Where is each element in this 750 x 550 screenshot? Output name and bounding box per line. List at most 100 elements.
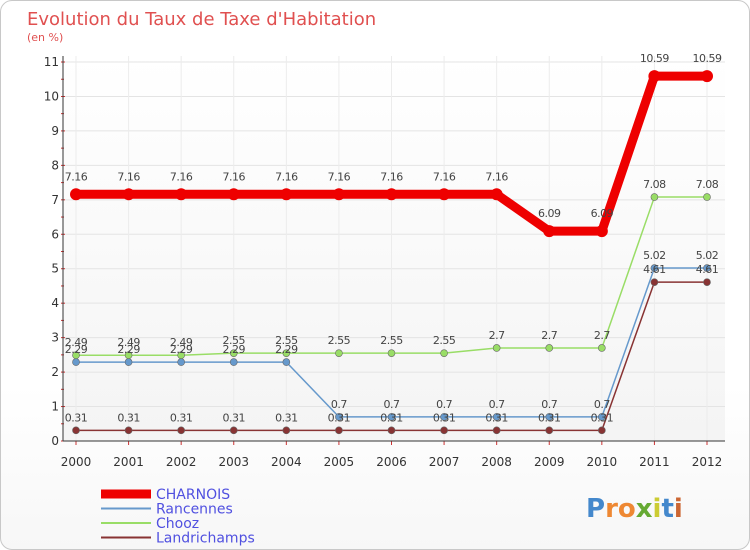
- data-label: 2.29: [223, 343, 246, 356]
- plot-area: [63, 56, 725, 441]
- data-label: 0.7: [436, 398, 452, 411]
- data-label: 10.59: [693, 52, 722, 65]
- data-label: 6.09: [591, 207, 614, 220]
- data-label: 0.31: [485, 411, 508, 424]
- x-tick-label: 2003: [218, 455, 249, 469]
- data-label: 2.7: [594, 329, 610, 342]
- data-point: [650, 193, 659, 201]
- data-label: 0.7: [331, 398, 347, 411]
- brand-letter: r: [605, 494, 618, 524]
- brand-letter: x: [636, 494, 653, 524]
- data-label: 2.55: [328, 334, 351, 347]
- data-point: [387, 426, 396, 435]
- data-point: [335, 426, 343, 435]
- y-tick-label: 6: [51, 227, 59, 241]
- brand-letter: o: [618, 494, 636, 524]
- data-point: [650, 278, 659, 286]
- x-tick-label: 2005: [324, 455, 355, 469]
- data-point: [72, 351, 80, 360]
- data-point: [492, 413, 501, 421]
- brand-logo: Proxiti: [586, 494, 683, 524]
- data-label: 7.08: [643, 178, 666, 191]
- data-point: [545, 413, 554, 421]
- data-label: 7.16: [65, 170, 88, 183]
- y-tick-label: 0: [51, 434, 59, 448]
- x-tick-label: 2000: [61, 455, 92, 469]
- data-point: [703, 264, 711, 272]
- series-group: [70, 70, 713, 435]
- data-label: 7.16: [328, 170, 351, 183]
- legend-label: CHARNOIS: [156, 487, 230, 503]
- data-point: [438, 188, 451, 201]
- data-point: [703, 278, 711, 286]
- data-label: 7.16: [223, 170, 246, 183]
- data-label: 0.31: [328, 411, 351, 424]
- data-point: [72, 426, 80, 435]
- x-tick-label: 2007: [429, 455, 460, 469]
- data-point: [595, 225, 608, 238]
- legend-label: Rancennes: [156, 502, 233, 518]
- chart-title: Evolution du Taux de Taxe d'Habitation: [27, 9, 376, 30]
- data-label: 0.31: [170, 411, 193, 424]
- x-tick-label: 2010: [587, 455, 618, 469]
- data-label: 7.16: [170, 170, 193, 183]
- data-point: [124, 358, 133, 366]
- data-point: [229, 349, 238, 357]
- data-point: [177, 358, 185, 366]
- data-point: [229, 358, 238, 366]
- data-point: [648, 70, 661, 83]
- data-point: [385, 188, 398, 201]
- data-point: [332, 188, 345, 201]
- brand-letter: P: [586, 494, 605, 524]
- data-label: 7.16: [117, 170, 140, 183]
- data-label: 4.61: [696, 263, 719, 276]
- data-label: 0.31: [65, 411, 88, 424]
- data-label: 7.08: [696, 178, 719, 191]
- data-point: [122, 188, 135, 201]
- y-tick-label: 1: [51, 400, 59, 414]
- x-tick-label: 2009: [534, 455, 565, 469]
- data-point: [229, 426, 238, 435]
- y-tick-label: 2: [51, 365, 59, 379]
- data-label: 2.49: [65, 336, 88, 349]
- data-point: [650, 264, 659, 272]
- x-tick-label: 2011: [639, 455, 670, 469]
- data-label: 2.29: [275, 343, 298, 356]
- data-label: 0.31: [538, 411, 561, 424]
- data-point: [440, 349, 448, 357]
- brand-text: Proxiti: [586, 494, 683, 524]
- data-label: 0.7: [489, 398, 505, 411]
- x-tick-label: 2001: [113, 455, 144, 469]
- y-tick-label: 11: [44, 55, 59, 69]
- data-label: 0.31: [223, 411, 246, 424]
- data-point: [124, 426, 133, 435]
- y-tick-label: 9: [51, 124, 59, 138]
- data-label: 2.49: [170, 336, 193, 349]
- brand-letter: t: [661, 494, 673, 524]
- data-point: [282, 358, 291, 366]
- data-point: [490, 188, 503, 201]
- x-tick-label: 2006: [376, 455, 407, 469]
- brand-letter: i: [653, 494, 662, 524]
- data-label: 0.31: [433, 411, 456, 424]
- y-tick-label: 10: [44, 89, 59, 103]
- x-tick-label: 2004: [271, 455, 302, 469]
- data-label: 0.31: [275, 411, 298, 424]
- data-label: 4.61: [643, 263, 666, 276]
- data-label: 2.7: [541, 329, 557, 342]
- data-label: 7.16: [485, 170, 508, 183]
- data-point: [280, 188, 293, 201]
- data-point: [387, 413, 396, 421]
- data-point: [72, 358, 80, 366]
- data-point: [282, 349, 291, 357]
- data-point: [335, 349, 343, 357]
- data-label: 0.31: [380, 411, 403, 424]
- axes: 0 1 2 3 4 5 6 7 8 9 10 11 2000 2001 2002 2003 2004 2005 20…: [44, 55, 725, 469]
- y-tick-label: 8: [51, 158, 59, 172]
- data-label: 5.02: [696, 249, 719, 262]
- y-tick-label: 4: [51, 296, 59, 310]
- data-label: 2.55: [380, 334, 403, 347]
- legend-label: Landrichamps: [156, 531, 255, 547]
- data-point: [440, 413, 448, 421]
